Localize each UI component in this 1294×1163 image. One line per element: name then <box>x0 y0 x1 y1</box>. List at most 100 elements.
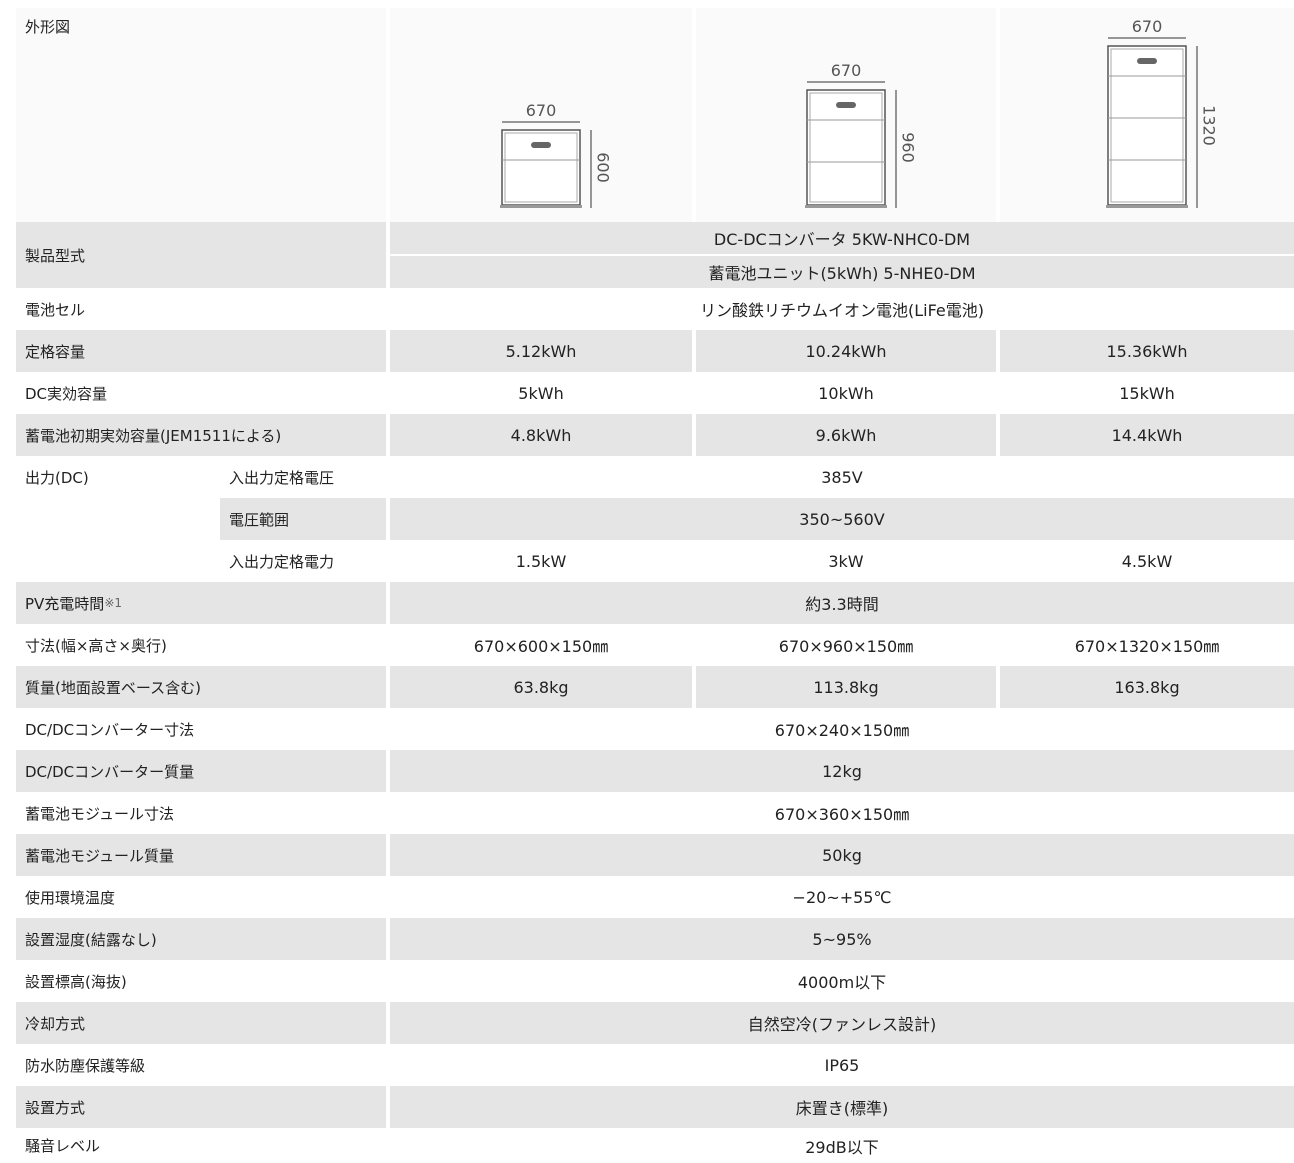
dimension-label: 670 <box>1132 17 1163 36</box>
cell-text: DC-DCコンバータ 5KW-NHC0-DM <box>713 230 971 249</box>
value-cell: 蓄電池ユニット(5kWh) 5-NHE0-DM <box>390 256 1294 288</box>
value-cell: 1.5kW <box>390 540 692 582</box>
footnote-mark: ※1 <box>104 596 123 610</box>
value-cell: 670×960×150㎜ <box>696 624 996 666</box>
cell-text: 4.8kWh <box>510 425 572 445</box>
value-cell: 670×360×150㎜ <box>390 792 1294 834</box>
cell-text: 350~560V <box>799 509 885 529</box>
value-cell: 4.8kWh <box>390 414 692 456</box>
cell-text: 製品型式 <box>25 246 86 265</box>
cell-text: 蓄電池ユニット(5kWh) 5-NHE0-DM <box>708 264 976 283</box>
sub-label: 電圧範囲 <box>220 498 386 540</box>
cell-text: 設置方式 <box>25 1098 86 1117</box>
figure-cell: 670 1320 <box>1000 8 1294 222</box>
value-cell: 50kg <box>390 834 1294 876</box>
value-cell: 約3.3時間 <box>390 582 1294 624</box>
cell-text: 床置き(標準) <box>795 1099 889 1118</box>
row-label: 使用環境温度 <box>16 876 386 918</box>
cell-text: 9.6kWh <box>815 425 877 445</box>
value-cell: 3kW <box>696 540 996 582</box>
cell-text: 5kWh <box>518 383 564 403</box>
cell-text: 670×240×150㎜ <box>774 721 910 740</box>
value-cell: 385V <box>390 456 1294 498</box>
value-cell: リン酸鉄リチウムイオン電池(LiFe電池) <box>390 288 1294 330</box>
drawing-part <box>809 92 883 203</box>
cell-text: DC実効容量 <box>25 384 108 403</box>
cell-text: 5~95% <box>812 929 872 949</box>
cell-text: 385V <box>821 467 863 487</box>
dimension-label: 960 <box>899 132 918 163</box>
value-cell: 5kWh <box>390 372 692 414</box>
cell-text: 4000m以下 <box>797 973 887 992</box>
cell-text: 12kg <box>822 761 862 781</box>
cell-text: 10kWh <box>818 383 874 403</box>
row-label: 設置標高(海抜) <box>16 960 386 1002</box>
value-cell: 12kg <box>390 750 1294 792</box>
value-cell: 10.24kWh <box>696 330 996 372</box>
drawing-part <box>806 89 886 206</box>
figure-cell: 670 600 <box>390 8 692 222</box>
cell-text: DC/DCコンバーター質量 <box>25 762 195 781</box>
cell-text: −20~+55℃ <box>792 887 892 907</box>
cell-text: 冷却方式 <box>25 1014 86 1033</box>
value-cell: 15kWh <box>1000 372 1294 414</box>
cell-text: 3kW <box>828 551 864 571</box>
cell-text: 蓄電池モジュール質量 <box>25 846 174 865</box>
row-label: DC実効容量 <box>16 372 386 414</box>
row-label: DC/DCコンバーター質量 <box>16 750 386 792</box>
cell-text: 5.12kWh <box>505 341 577 361</box>
cell-text: 質量(地面設置ベース含む) <box>25 678 201 697</box>
drawing-part <box>504 132 578 203</box>
value-cell: 自然空冷(ファンレス設計) <box>390 1002 1294 1044</box>
sub-label: 入出力定格電力 <box>220 540 386 582</box>
cell-text: 15.36kWh <box>1106 341 1188 361</box>
value-cell: 670×1320×150㎜ <box>1000 624 1294 666</box>
drawing-part <box>1106 205 1188 208</box>
row-label: 定格容量 <box>16 330 386 372</box>
header-label: 外形図 <box>16 8 386 222</box>
cell-text: 670×960×150㎜ <box>778 637 914 656</box>
figure-cell: 670 960 <box>696 8 996 222</box>
value-cell: 床置き(標準) <box>390 1086 1294 1128</box>
drawing-part <box>501 129 581 206</box>
cell-text: 入出力定格電圧 <box>229 468 335 487</box>
value-cell: 63.8kg <box>390 666 692 708</box>
value-cell: 113.8kg <box>696 666 996 708</box>
value-cell: 350~560V <box>390 498 1294 540</box>
cell-text: 63.8kg <box>513 677 569 697</box>
cell-text: 113.8kg <box>813 677 879 697</box>
cabinet-drawing: 670 960 <box>805 61 918 208</box>
cell-text: PV充電時間 <box>25 594 105 613</box>
drawing-part <box>805 205 887 208</box>
cell-text: 約3.3時間 <box>805 595 879 614</box>
cell-text: 設置湿度(結露なし) <box>25 930 157 949</box>
drawing-part <box>531 142 551 148</box>
cell-text: 蓄電池初期実効容量(JEM1511による) <box>25 426 282 445</box>
row-label: 蓄電池モジュール寸法 <box>16 792 386 834</box>
dimension-label: 670 <box>831 61 862 80</box>
cell-text: 入出力定格電力 <box>229 552 335 571</box>
row-label: 蓄電池モジュール質量 <box>16 834 386 876</box>
value-cell: 4000m以下 <box>390 960 1294 1002</box>
row-label: 製品型式 <box>16 222 386 288</box>
value-cell: −20~+55℃ <box>390 876 1294 918</box>
cell-text: 電圧範囲 <box>229 510 290 529</box>
dimension-label: 1320 <box>1200 105 1219 146</box>
row-label: 出力(DC) <box>16 456 218 582</box>
row-label: 騒音レベル <box>16 1128 386 1163</box>
cell-text: 1.5kW <box>515 551 567 571</box>
cell-text: 670×360×150㎜ <box>774 805 910 824</box>
value-cell: 670×600×150㎜ <box>390 624 692 666</box>
drawing-part <box>836 102 856 108</box>
cell-text: 670×1320×150㎜ <box>1074 637 1220 656</box>
value-cell: 670×240×150㎜ <box>390 708 1294 750</box>
cell-text: 寸法(幅×高さ×奥行) <box>25 636 167 655</box>
cabinet-drawing: 670 600 <box>500 101 613 208</box>
drawing-part <box>1110 48 1184 203</box>
row-label: 寸法(幅×高さ×奥行) <box>16 624 386 666</box>
cell-text: 自然空冷(ファンレス設計) <box>747 1015 937 1034</box>
value-cell: 163.8kg <box>1000 666 1294 708</box>
value-cell: 9.6kWh <box>696 414 996 456</box>
value-cell: 10kWh <box>696 372 996 414</box>
